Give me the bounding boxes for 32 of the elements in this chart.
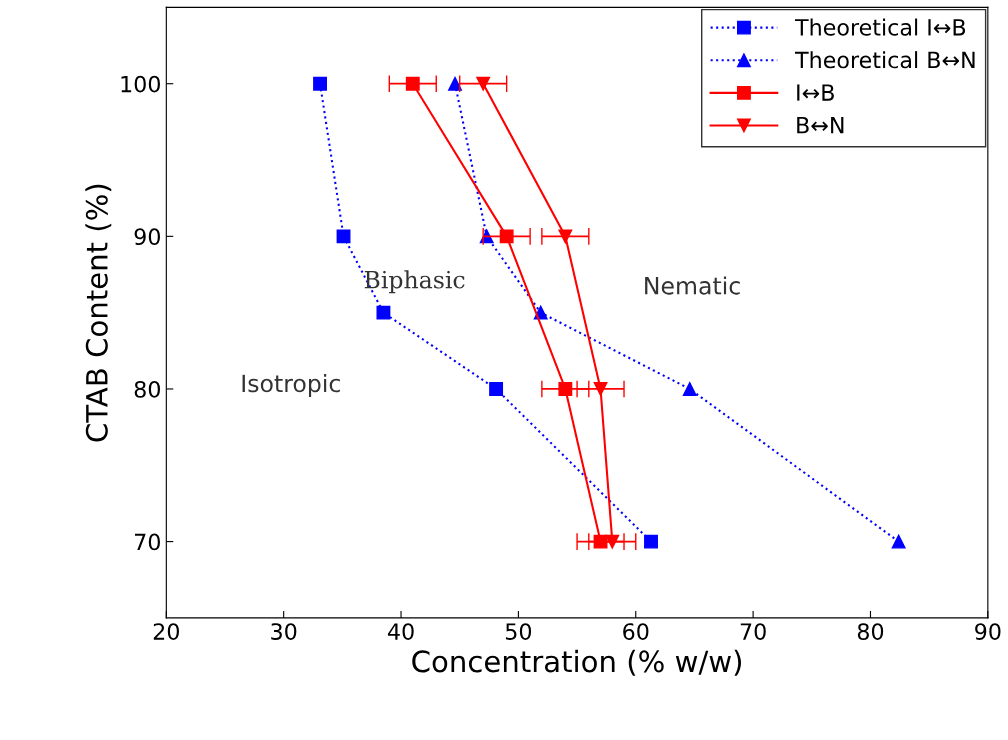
point [558, 229, 573, 244]
point [682, 382, 697, 396]
y-tick-label: 90 [134, 228, 160, 246]
annotation: Nematic [645, 276, 740, 295]
point [593, 382, 608, 396]
y-axis-title: CTAB Content (%) [85, 184, 112, 442]
annotation: Isotropic [242, 374, 340, 397]
x-tick-label: 80 [857, 623, 884, 640]
point [891, 534, 906, 549]
y-tick-label: 70 [135, 533, 160, 551]
x-tick-label: 70 [740, 623, 766, 640]
legend-label: B↔N [797, 117, 844, 134]
x-tick-label: 90 [975, 623, 1001, 640]
x-tick-label: 20 [153, 623, 179, 640]
point [644, 534, 658, 549]
x-tick-label: 30 [271, 623, 297, 640]
legend-label: I↔B [797, 84, 834, 101]
x-axis-title: Concentration (% w/w) [412, 649, 742, 676]
x-tick-label: 50 [505, 623, 532, 640]
point [605, 534, 620, 549]
annotation: Biphasic [364, 270, 465, 294]
point [376, 305, 391, 320]
point [313, 76, 328, 91]
point [336, 229, 351, 244]
legend-label: Theoretical I↔B [794, 18, 966, 36]
x-tick-label: 60 [623, 623, 649, 640]
point [489, 382, 504, 396]
legend-label: Theoretical B↔N [794, 51, 975, 69]
point [448, 76, 462, 91]
y-tick-label: 100 [121, 75, 160, 93]
y-tick-label: 80 [134, 380, 160, 398]
x-tick-label: 40 [387, 623, 414, 640]
